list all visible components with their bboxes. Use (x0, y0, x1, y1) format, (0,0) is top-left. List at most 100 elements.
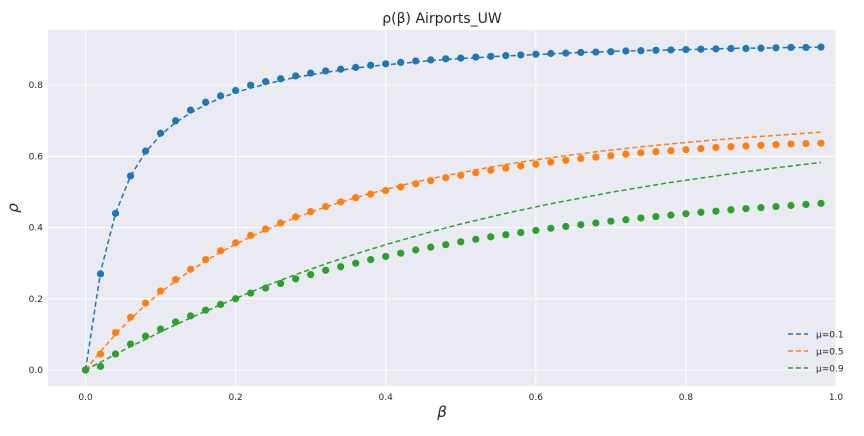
data-point (802, 139, 810, 148)
data-point (442, 241, 450, 249)
data-point (156, 129, 165, 137)
data-point (697, 144, 705, 153)
data-point (171, 318, 180, 326)
data-point (171, 275, 180, 284)
data-point (607, 152, 615, 160)
data-point (472, 53, 480, 61)
data-point (517, 51, 525, 59)
data-point (186, 312, 195, 320)
data-point (592, 48, 600, 56)
data-point (171, 117, 180, 125)
data-point (382, 252, 390, 261)
data-point (292, 275, 300, 283)
data-point (96, 270, 105, 278)
data-point (247, 231, 255, 240)
data-point (667, 46, 675, 54)
data-point (637, 149, 645, 157)
data-point (607, 217, 615, 225)
data-point (412, 246, 420, 254)
data-point (697, 208, 705, 216)
data-point (352, 63, 360, 71)
data-point (727, 206, 735, 214)
data-point (802, 200, 810, 209)
data-point (111, 350, 120, 358)
data-point (427, 56, 435, 64)
series-line (84, 131, 822, 371)
data-point (532, 226, 540, 235)
data-point (472, 235, 480, 243)
data-point (667, 147, 675, 155)
data-point (757, 204, 765, 212)
data-point (292, 213, 300, 221)
data-point (652, 212, 660, 221)
data-point (622, 150, 630, 158)
data-point (577, 48, 585, 57)
data-point (247, 289, 255, 297)
data-point (232, 86, 240, 95)
data-point (457, 171, 465, 179)
data-point (532, 160, 540, 168)
data-point (817, 199, 825, 207)
data-point (156, 325, 165, 333)
data-point (682, 210, 690, 218)
data-point (397, 183, 405, 191)
data-point (141, 147, 150, 155)
data-point (502, 164, 510, 172)
y-tick-labels: 0.0 0.2 0.4 0.6 0.8 (29, 81, 44, 376)
y-tick-label: 0.8 (29, 81, 44, 91)
data-point (457, 54, 465, 62)
x-tick-label: 0.4 (379, 393, 394, 403)
data-point (502, 52, 510, 60)
data-point (202, 306, 210, 314)
data-point (412, 57, 420, 65)
data-point (817, 139, 825, 147)
data-point (96, 362, 105, 371)
data-point (457, 238, 465, 246)
data-point (277, 219, 285, 227)
data-point (262, 284, 270, 292)
data-point (472, 169, 480, 177)
data-point (412, 180, 420, 188)
grid (48, 30, 837, 386)
data-point (607, 48, 615, 56)
data-point (382, 186, 390, 195)
data-point (757, 44, 765, 52)
series-layer (81, 43, 825, 374)
data-point (742, 205, 750, 213)
data-point (337, 198, 345, 206)
data-point (712, 207, 720, 215)
data-point (727, 44, 735, 53)
data-point (202, 256, 210, 264)
data-point (787, 201, 795, 210)
x-axis-label: β (436, 403, 447, 421)
data-point (487, 166, 495, 174)
data-point (547, 158, 555, 166)
data-point (307, 270, 315, 279)
data-point (232, 239, 240, 247)
y-axis-label: ρ (4, 203, 22, 213)
plot-area (48, 30, 836, 386)
data-point (307, 69, 315, 77)
data-point (126, 340, 135, 348)
data-point (652, 46, 660, 54)
data-point (322, 266, 330, 274)
data-point (532, 50, 540, 58)
data-point (186, 106, 195, 114)
data-point (126, 172, 135, 180)
data-point (652, 148, 660, 156)
data-point (622, 216, 630, 224)
x-tick-label: 1.0 (829, 393, 844, 403)
y-tick-label: 0.0 (29, 366, 44, 376)
chart-title: ρ(β) Airports_UW (382, 11, 502, 27)
data-point (352, 259, 360, 267)
data-point (757, 141, 765, 149)
data-point (322, 67, 330, 75)
y-tick-label: 0.4 (29, 224, 44, 234)
data-point (186, 265, 195, 273)
data-point (352, 194, 360, 202)
y-tick-label: 0.2 (29, 295, 43, 305)
data-point (547, 224, 555, 232)
data-point (277, 75, 285, 83)
data-point (787, 43, 795, 52)
data-point (577, 154, 585, 163)
